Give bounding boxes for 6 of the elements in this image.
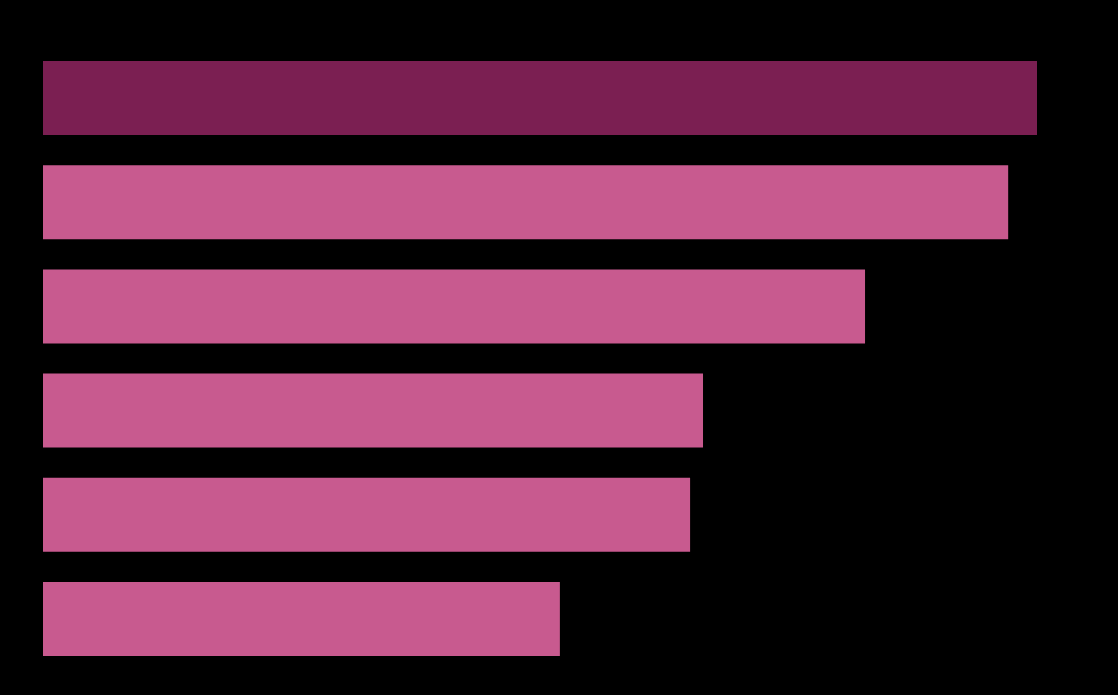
bar: [43, 165, 1009, 240]
bar: [43, 477, 691, 552]
bar: [43, 61, 1037, 136]
bar: [43, 269, 866, 344]
bar: [43, 581, 560, 656]
bar: [43, 373, 704, 448]
